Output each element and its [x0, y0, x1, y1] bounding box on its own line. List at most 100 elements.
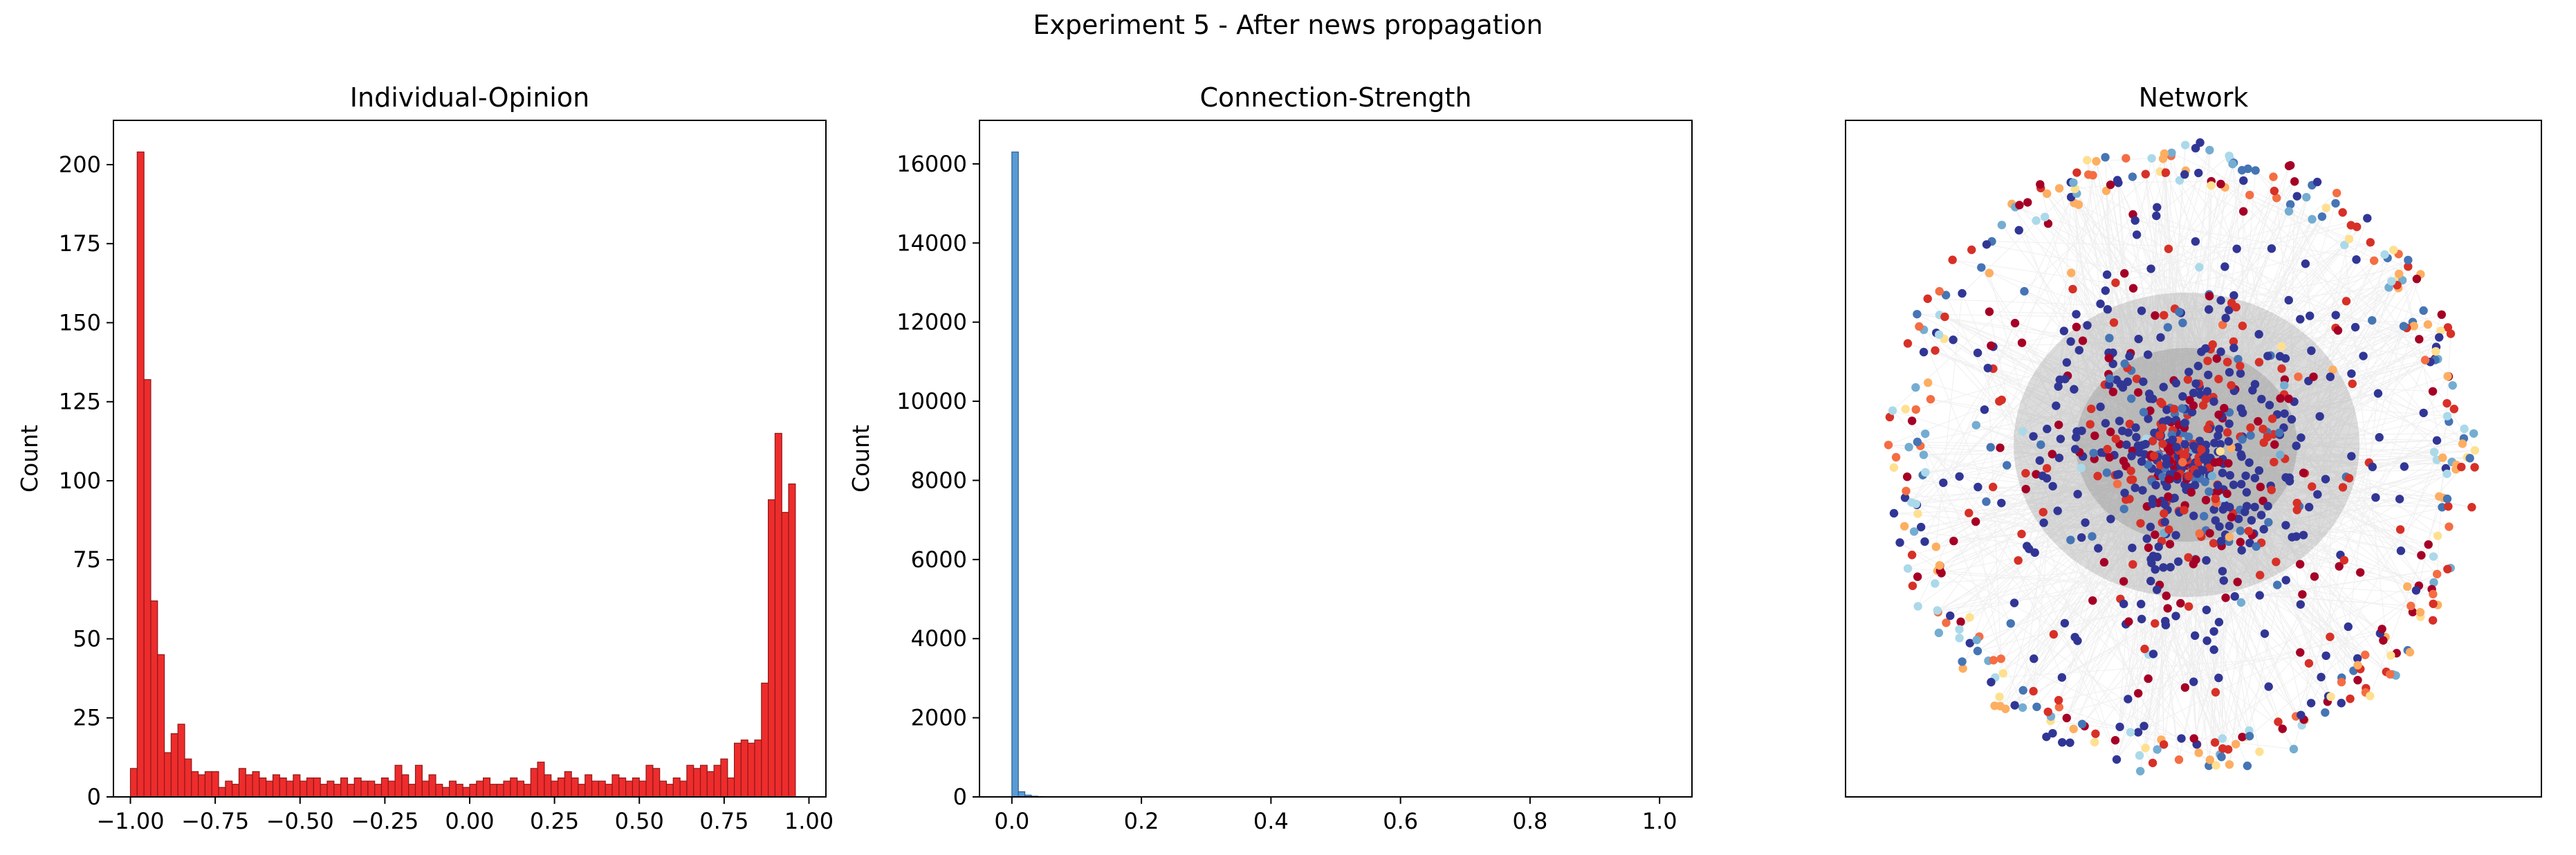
network-edge	[2106, 190, 2155, 535]
network-node	[2113, 176, 2122, 185]
network-edge	[2028, 175, 2094, 549]
network-node	[2292, 506, 2301, 515]
histogram-bar	[733, 742, 742, 798]
network-node	[2242, 502, 2252, 511]
network-node	[2429, 552, 2438, 561]
network-node	[2306, 311, 2315, 320]
network-node	[2136, 519, 2145, 528]
network-node	[2133, 441, 2143, 450]
network-node	[2216, 347, 2225, 356]
network-node	[2470, 445, 2480, 455]
network-node	[2189, 401, 2198, 410]
network-node	[2049, 629, 2059, 639]
network-node	[2086, 420, 2095, 429]
histogram-bar	[170, 733, 178, 798]
network-node	[2299, 468, 2308, 477]
network-node	[2264, 517, 2273, 527]
network-node	[2020, 286, 2029, 296]
network-node	[2101, 286, 2110, 295]
network-node	[2030, 548, 2039, 558]
network-node	[2197, 445, 2206, 454]
histogram-bar	[252, 771, 260, 798]
network-edge	[2249, 510, 2298, 731]
network-node	[2072, 168, 2081, 177]
network-node	[2039, 518, 2048, 527]
network-node	[2276, 342, 2286, 351]
network-node	[2112, 755, 2122, 764]
network-node	[2321, 203, 2331, 212]
histogram-bar	[706, 771, 715, 798]
network-edge	[2070, 273, 2207, 610]
histogram-bar	[699, 764, 708, 798]
network-node	[2460, 424, 2469, 434]
network-edge	[2086, 160, 2118, 475]
network-node	[2198, 401, 2208, 410]
network-edge	[2100, 149, 2210, 407]
network-edge	[2126, 477, 2350, 500]
network-node	[1997, 498, 2006, 508]
network-edge	[2155, 477, 2256, 535]
network-node	[2010, 318, 2020, 328]
network-edge	[2379, 326, 2415, 438]
network-node	[2442, 398, 2451, 408]
network-node	[2103, 445, 2112, 454]
network-edge	[2128, 458, 2181, 622]
network-edge	[2255, 170, 2463, 444]
histogram-bar	[313, 777, 321, 798]
network-node	[2363, 214, 2372, 223]
network-node	[2412, 274, 2422, 284]
network-node	[2299, 531, 2308, 540]
network-edge	[1944, 316, 2121, 385]
network-node	[1942, 618, 1951, 627]
network-node	[2225, 367, 2234, 377]
histogram-bar	[510, 777, 518, 798]
network-node	[1941, 291, 1951, 300]
network-edge	[1990, 447, 2165, 522]
network-node	[2066, 535, 2075, 544]
network-edge	[1911, 190, 2107, 503]
network-edge	[2095, 161, 2140, 453]
network-node	[2159, 563, 2168, 572]
network-edge	[2117, 180, 2131, 353]
network-edge	[2194, 485, 2342, 679]
network-node	[2373, 389, 2383, 398]
network-node	[2270, 440, 2279, 449]
network-edge	[2263, 467, 2475, 530]
network-node	[2131, 484, 2140, 493]
network-node	[2140, 721, 2149, 730]
network-node	[2144, 460, 2153, 469]
network-node	[2119, 599, 2128, 609]
network-edge	[2157, 556, 2294, 750]
network-node	[1924, 378, 1933, 387]
network-edge	[2151, 268, 2276, 562]
network-edge	[2079, 350, 2303, 726]
network-edge	[2184, 427, 2215, 443]
histogram-bar	[659, 780, 668, 798]
network-edge	[2191, 259, 2409, 450]
network-node	[2086, 404, 2096, 414]
network-node	[2153, 745, 2162, 754]
network-edge	[2180, 313, 2260, 471]
network-edge	[2221, 347, 2437, 416]
network-edge	[2220, 443, 2444, 499]
network-node	[2021, 484, 2030, 494]
network-edge	[2000, 383, 2353, 707]
histogram-bar	[367, 780, 376, 798]
network-edge	[2024, 291, 2456, 470]
network-edge	[2028, 549, 2283, 730]
network-edge	[2143, 412, 2442, 508]
histogram-bar	[129, 768, 138, 798]
network-node	[1965, 638, 1974, 647]
network-edge	[2191, 241, 2371, 413]
network-node	[1977, 263, 1986, 272]
histogram-bar	[184, 758, 192, 798]
histogram-bar	[713, 764, 721, 798]
network-edge	[1939, 314, 2149, 419]
network-edge	[2220, 351, 2371, 697]
network-edge	[2225, 504, 2297, 511]
network-node	[2205, 528, 2214, 538]
network-node	[2263, 502, 2272, 511]
network-node	[2290, 177, 2299, 186]
network-node	[2090, 737, 2099, 747]
network-node	[2132, 374, 2142, 383]
